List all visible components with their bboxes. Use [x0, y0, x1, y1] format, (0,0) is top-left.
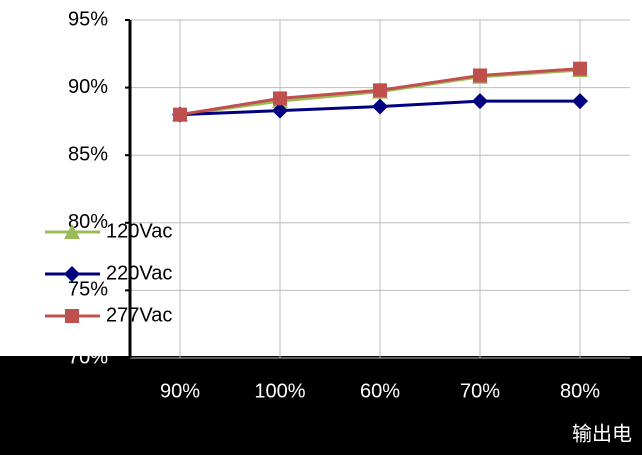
x-tick-label: 80% — [560, 380, 600, 402]
legend-marker — [64, 224, 80, 239]
marker — [372, 98, 388, 115]
x-tick-label: 100% — [254, 380, 305, 402]
marker — [272, 102, 288, 119]
legend-label: 220Vac — [106, 262, 172, 284]
marker — [472, 93, 488, 110]
y-tick-label: 90% — [68, 76, 108, 98]
marker — [273, 91, 287, 106]
y-tick-label: 95% — [68, 8, 108, 30]
marker — [173, 107, 187, 122]
y-tick-label: 85% — [68, 143, 108, 165]
y-tick-label: 75% — [68, 279, 108, 301]
marker — [573, 61, 587, 76]
x-tick-label: 60% — [360, 380, 400, 402]
marker — [473, 68, 487, 83]
legend-label: 277Vac — [106, 304, 172, 326]
legend-marker — [65, 309, 79, 323]
marker — [373, 83, 387, 98]
y-tick-label: 80% — [68, 211, 108, 233]
x-tick-label: 90% — [160, 380, 200, 402]
marker — [572, 93, 588, 110]
dark-band — [0, 356, 642, 455]
legend-label: 120Vac — [106, 220, 172, 242]
x-axis-title: 输出电 — [572, 422, 632, 445]
legend-marker — [64, 266, 80, 282]
y-tick-label: 70% — [68, 346, 108, 368]
x-tick-label: 70% — [460, 380, 500, 402]
